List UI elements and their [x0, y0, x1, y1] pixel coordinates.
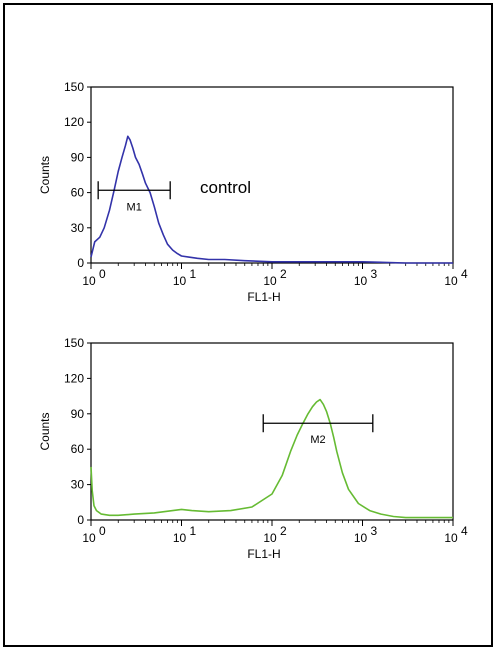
x-tick-exponent: 0 — [99, 267, 106, 281]
histogram-line-1 — [90, 398, 453, 519]
y-tick-label: 60 — [71, 186, 85, 200]
plot-area-border — [90, 86, 454, 264]
y-tick-label: 150 — [64, 80, 84, 94]
x-tick-label: 10 — [173, 274, 187, 288]
x-tick-label: 10 — [263, 274, 277, 288]
gate-label: M2 — [310, 434, 325, 446]
x-tick-exponent: 3 — [371, 267, 378, 281]
x-tick-exponent: 2 — [280, 524, 287, 538]
x-tick-label: 10 — [82, 531, 96, 545]
x-tick-exponent: 2 — [280, 267, 287, 281]
x-tick-label: 10 — [444, 274, 458, 288]
y-tick-label: 30 — [71, 221, 85, 235]
x-axis-title: FL1-H — [247, 290, 280, 304]
x-tick-exponent: 4 — [461, 524, 468, 538]
figure-frame — [3, 3, 493, 647]
x-tick-label: 10 — [354, 531, 368, 545]
y-tick-label: 90 — [71, 150, 85, 164]
histogram-line-1 — [90, 135, 453, 264]
x-axis-title: FL1-H — [247, 547, 280, 561]
x-tick-label: 10 — [354, 274, 368, 288]
x-tick-exponent: 1 — [190, 267, 197, 281]
y-axis-title: Counts — [38, 412, 52, 450]
x-tick-label: 10 — [444, 531, 458, 545]
gate-marker-m1: M1 — [97, 181, 171, 213]
y-tick-label: 150 — [64, 336, 84, 350]
y-tick-label: 0 — [77, 256, 84, 270]
y-tick-label: 120 — [64, 371, 84, 385]
gate-label: M1 — [127, 201, 142, 213]
y-tick-label: 60 — [71, 442, 85, 456]
x-tick-exponent: 1 — [190, 524, 197, 538]
y-tick-label: 30 — [71, 478, 85, 492]
x-tick-exponent: 0 — [99, 524, 106, 538]
y-axis-title: Counts — [38, 156, 52, 194]
x-tick-label: 10 — [263, 531, 277, 545]
y-tick-label: 90 — [71, 407, 85, 421]
x-tick-exponent: 3 — [371, 524, 378, 538]
x-tick-label: 10 — [173, 531, 187, 545]
y-tick-label: 120 — [64, 115, 84, 129]
y-tick-label: 0 — [77, 513, 84, 527]
control-annotation: control — [200, 178, 251, 197]
x-tick-exponent: 4 — [461, 267, 468, 281]
gate-marker-m2: M2 — [262, 414, 374, 446]
x-tick-label: 10 — [82, 274, 96, 288]
